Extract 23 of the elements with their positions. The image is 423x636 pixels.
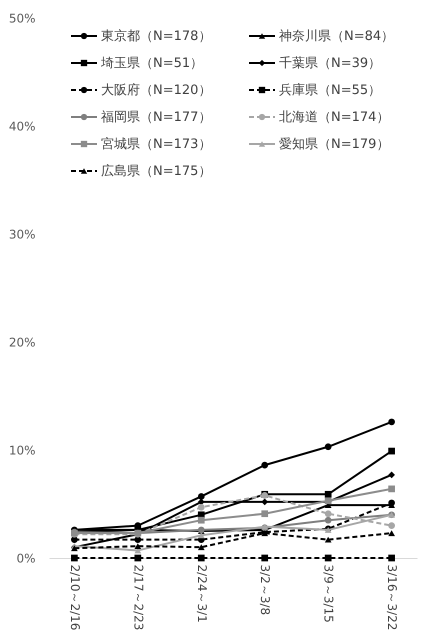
legend-label: 大阪府（N=120） [101,82,212,98]
y-tick-label: 0% [16,552,36,566]
legend-label: 宮城県（N=173） [101,136,212,152]
x-tick-label: 3/2～3/8 [258,564,272,616]
legend-label: 愛知県（N=179） [279,137,390,152]
legend-label: 広島県（N=175） [101,163,212,179]
x-tick-label: 3/9～3/15 [322,564,336,623]
legend-label: 神奈川県（N=84） [279,29,394,44]
x-tick-label: 2/10～2/16 [68,564,82,630]
y-tick-label: 10% [8,444,36,458]
x-tick-label: 2/24～3/1 [194,564,209,623]
y-tick-label: 40% [8,120,36,134]
legend-label: 東京都（N=178） [101,29,212,44]
legend-label: 福岡県（N=177） [101,110,212,125]
legend-label: 北海道（N=174） [279,110,390,125]
legend-label: 埼玉県（N=51） [100,56,204,71]
x-tick-label: 2/17～2/23 [131,564,146,630]
y-tick-label: 20% [8,336,36,350]
x-tick-label: 3/16～3/22 [385,564,400,630]
legend-label: 兵庫県（N=55） [279,82,382,98]
y-tick-label: 50% [8,12,36,26]
y-tick-label: 30% [8,228,36,242]
legend-label: 千葉県（N=39） [279,56,382,71]
